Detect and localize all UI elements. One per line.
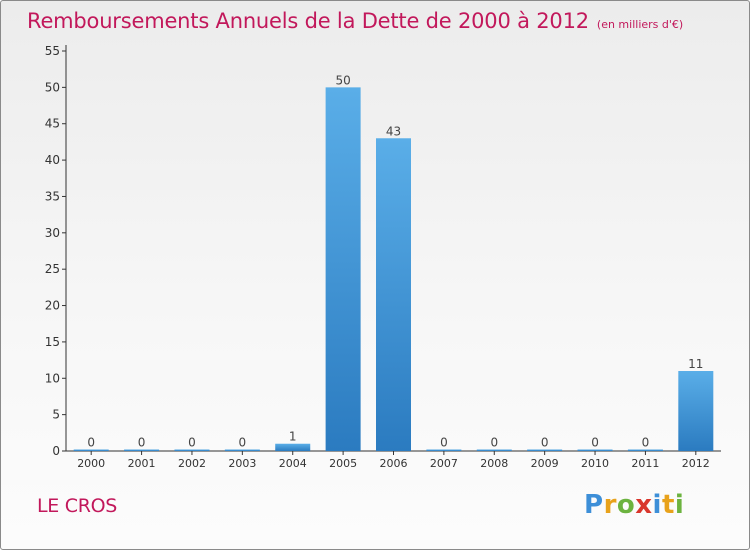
bar-2004 — [275, 443, 311, 451]
bar-value-label: 0 — [541, 436, 549, 450]
y-tick-label: 0 — [52, 444, 60, 458]
x-tick-label: 2012 — [682, 457, 710, 470]
y-tick-label: 55 — [45, 44, 60, 58]
bar-2002 — [174, 449, 210, 451]
x-tick-label: 2007 — [430, 457, 458, 470]
y-tick-label: 45 — [45, 117, 60, 131]
bar-value-label: 43 — [386, 124, 401, 138]
x-tick-label: 2000 — [77, 457, 105, 470]
bar-value-label: 50 — [335, 73, 350, 87]
bar-2010 — [577, 449, 613, 451]
x-tick-label: 2002 — [178, 457, 206, 470]
bar-2012 — [678, 371, 714, 451]
bar-value-label: 0 — [440, 436, 448, 450]
chart-title: Remboursements Annuels de la Dette de 20… — [27, 9, 589, 33]
bar-value-label: 0 — [591, 436, 599, 450]
chart-bars: 0 0 0 0 1 50 43 0 0 0 0 0 11 — [73, 73, 714, 452]
bar-value-label: 0 — [188, 436, 196, 450]
y-tick-label: 5 — [52, 408, 60, 422]
y-tick-label: 30 — [45, 226, 60, 240]
x-tick-label: 2011 — [631, 457, 659, 470]
bar-2001 — [124, 449, 160, 451]
x-tick-label: 2006 — [380, 457, 408, 470]
y-tick-label: 40 — [45, 153, 60, 167]
bar-value-label: 0 — [642, 436, 650, 450]
proxiti-logo: Proxiti — [584, 490, 685, 520]
bar-2003 — [224, 449, 260, 451]
x-tick-label: 2010 — [581, 457, 609, 470]
y-tick-label: 50 — [45, 80, 60, 94]
y-tick-label: 20 — [45, 299, 60, 313]
bar-value-label: 1 — [289, 430, 297, 444]
bar-value-label: 0 — [87, 436, 95, 450]
x-tick-label: 2009 — [531, 457, 559, 470]
place-name: LE CROS — [37, 495, 118, 517]
bar-value-label: 0 — [239, 436, 247, 450]
x-tick-label: 2005 — [329, 457, 357, 470]
x-tick-label: 2004 — [279, 457, 307, 470]
x-tick-label: 2003 — [228, 457, 256, 470]
x-tick-label: 2008 — [480, 457, 508, 470]
bar-2005 — [325, 87, 361, 451]
bar-2000 — [73, 449, 109, 451]
y-tick-label: 35 — [45, 189, 60, 203]
y-tick-label: 15 — [45, 335, 60, 349]
chart-unit-label: (en milliers d'€) — [596, 18, 684, 31]
bar-2009 — [527, 449, 563, 451]
bar-2011 — [627, 449, 663, 451]
bar-2008 — [476, 449, 512, 451]
bar-value-label: 11 — [688, 357, 703, 371]
bar-value-label: 0 — [490, 436, 498, 450]
bar-2007 — [426, 449, 462, 451]
chart-title-block: Remboursements Annuels de la Dette de 20… — [27, 9, 683, 33]
x-tick-label: 2001 — [128, 457, 156, 470]
bar-2006 — [376, 138, 411, 452]
bar-value-label: 0 — [138, 436, 146, 450]
y-tick-label: 10 — [45, 371, 60, 385]
y-tick-label: 25 — [45, 262, 60, 276]
